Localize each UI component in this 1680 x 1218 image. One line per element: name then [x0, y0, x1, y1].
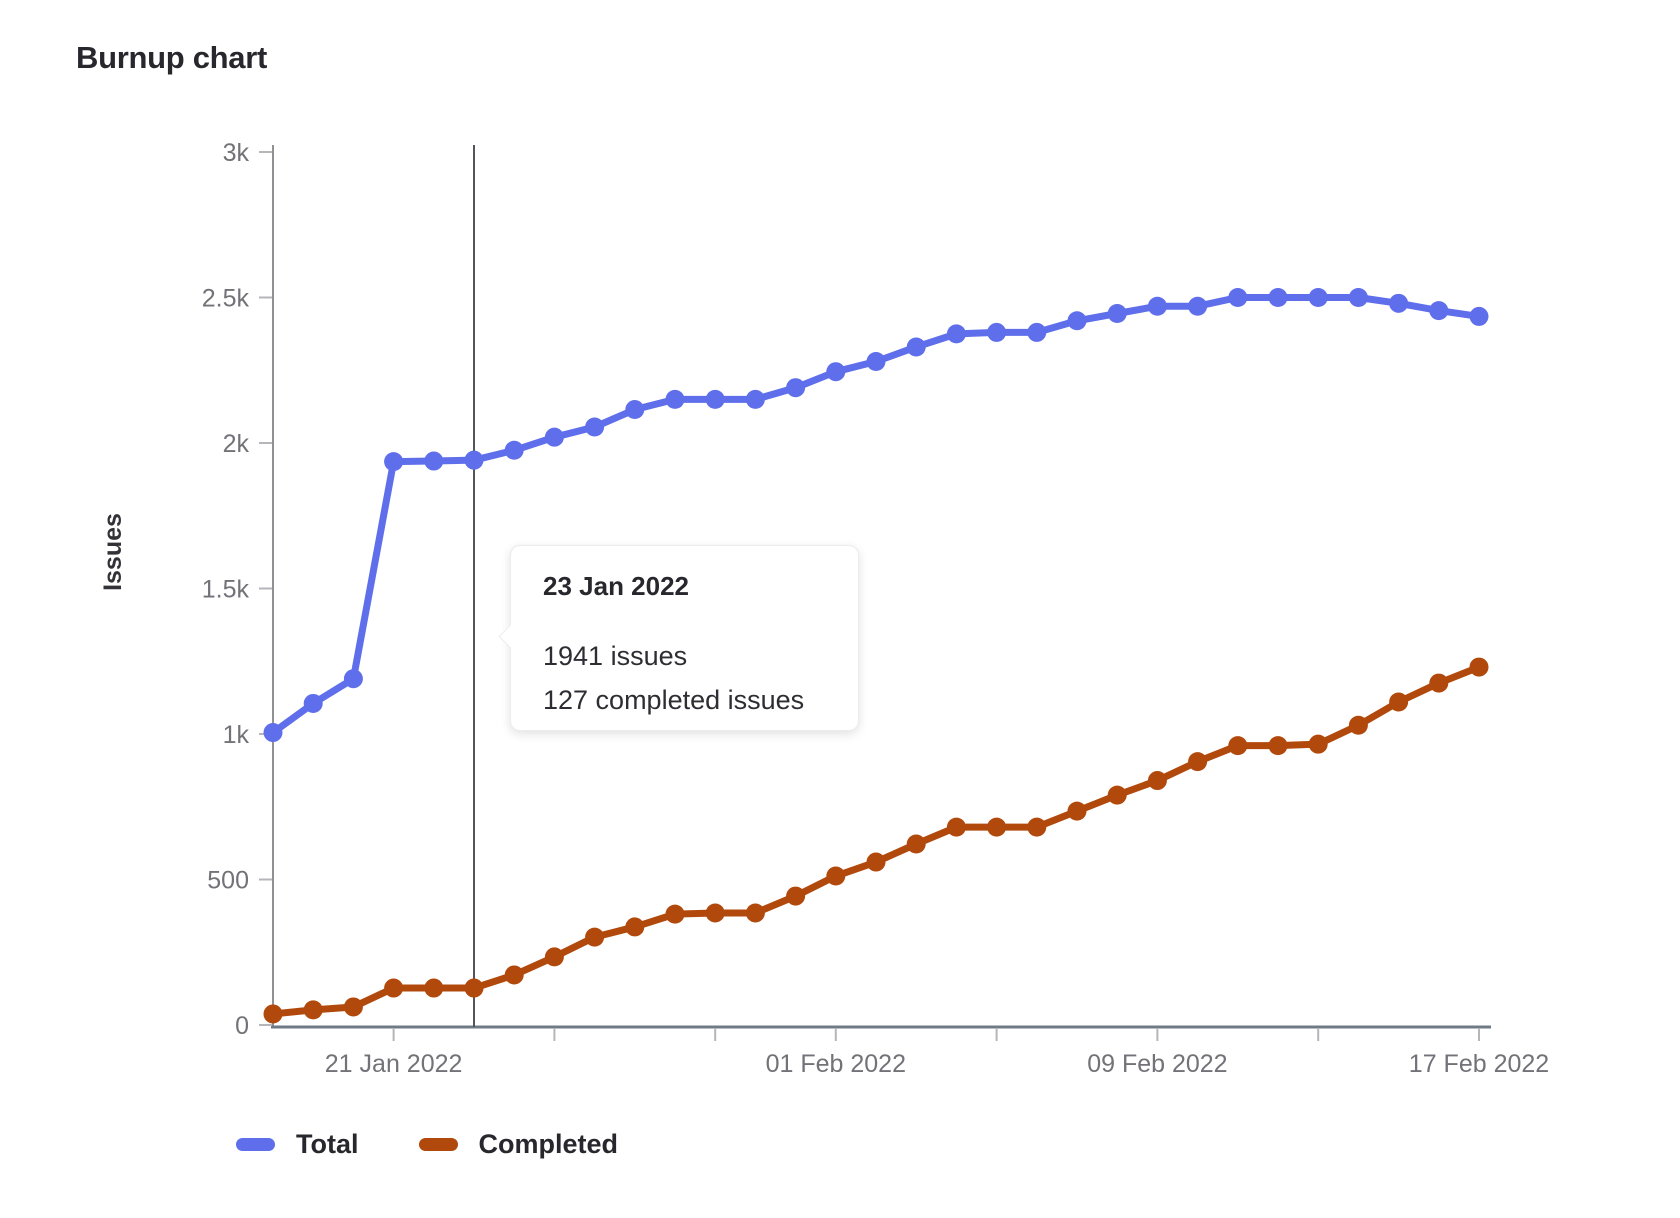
data-point-completed[interactable]	[1348, 715, 1368, 735]
data-point-completed[interactable]	[1107, 785, 1127, 805]
data-point-total[interactable]	[263, 723, 283, 743]
y-tick-label: 1.5k	[202, 576, 250, 604]
y-tick-label: 1k	[223, 721, 250, 749]
legend-swatch-total	[236, 1138, 275, 1151]
chart-tooltip: 23 Jan 2022 1941 issues 127 completed is…	[498, 545, 859, 731]
data-point-completed[interactable]	[504, 965, 524, 985]
data-point-completed[interactable]	[1027, 817, 1047, 837]
data-point-total[interactable]	[665, 389, 685, 409]
data-point-completed[interactable]	[585, 927, 605, 947]
data-point-completed[interactable]	[1147, 771, 1167, 791]
data-point-total[interactable]	[343, 669, 363, 689]
data-point-total[interactable]	[585, 417, 605, 437]
series-line-completed	[269, 663, 1483, 1018]
data-point-completed[interactable]	[625, 917, 645, 937]
data-point-completed[interactable]	[544, 947, 564, 967]
data-point-total[interactable]	[745, 389, 765, 409]
data-point-completed[interactable]	[1188, 752, 1208, 772]
legend-label-total: Total	[296, 1129, 359, 1159]
data-point-total[interactable]	[1188, 296, 1208, 316]
legend-item-total[interactable]: Total	[236, 1129, 359, 1160]
y-tick-label: 3k	[223, 139, 250, 167]
data-point-completed[interactable]	[343, 997, 363, 1017]
data-point-total[interactable]	[987, 322, 1007, 342]
data-point-total[interactable]	[544, 427, 564, 447]
data-point-total[interactable]	[786, 378, 806, 398]
x-tick-label: 21 Jan 2022	[325, 1050, 463, 1078]
data-point-total[interactable]	[1348, 288, 1368, 307]
data-point-completed[interactable]	[1268, 736, 1288, 756]
tooltip-total-issues: 1941 issues	[543, 641, 688, 671]
data-point-total[interactable]	[1228, 288, 1248, 307]
data-point-completed[interactable]	[1228, 736, 1248, 756]
data-point-completed[interactable]	[946, 817, 966, 837]
data-point-total[interactable]	[464, 450, 484, 470]
data-point-total[interactable]	[504, 440, 524, 460]
data-point-total[interactable]	[1469, 306, 1489, 326]
legend-label-completed: Completed	[478, 1129, 619, 1159]
page-title: Burnup chart	[76, 40, 268, 75]
data-point-completed[interactable]	[786, 886, 806, 906]
data-point-completed[interactable]	[665, 904, 685, 924]
data-point-completed[interactable]	[866, 852, 886, 872]
y-axis-title: Issues	[99, 513, 127, 591]
data-point-completed[interactable]	[1067, 801, 1087, 821]
y-tick-label: 500	[207, 867, 249, 895]
data-point-completed[interactable]	[424, 978, 444, 998]
chart-legend: Total Completed	[236, 1129, 618, 1160]
data-point-total[interactable]	[1067, 311, 1087, 331]
legend-item-completed[interactable]: Completed	[418, 1129, 619, 1160]
data-point-total[interactable]	[1027, 322, 1047, 342]
data-point-completed[interactable]	[303, 1000, 323, 1020]
data-point-total[interactable]	[625, 400, 645, 420]
data-point-total[interactable]	[866, 352, 886, 372]
data-point-total[interactable]	[946, 324, 966, 344]
data-point-completed[interactable]	[826, 866, 846, 886]
data-point-total[interactable]	[705, 389, 725, 409]
data-point-total[interactable]	[1429, 301, 1449, 321]
y-tick-label: 2.5k	[202, 285, 250, 313]
tooltip-date: 23 Jan 2022	[543, 571, 690, 601]
x-tick-label: 01 Feb 2022	[766, 1050, 906, 1078]
tooltip-completed-issues: 127 completed issues	[543, 685, 805, 715]
x-tick-label: 09 Feb 2022	[1087, 1050, 1227, 1078]
data-point-total[interactable]	[424, 451, 444, 471]
data-point-completed[interactable]	[705, 903, 725, 923]
y-tick-label: 2k	[223, 430, 250, 458]
data-point-completed[interactable]	[464, 978, 484, 998]
data-point-total[interactable]	[1308, 288, 1328, 307]
x-tick-label: 17 Feb 2022	[1409, 1050, 1549, 1078]
data-point-total[interactable]	[1107, 304, 1127, 324]
data-point-total[interactable]	[906, 337, 926, 357]
data-point-completed[interactable]	[987, 817, 1007, 837]
data-point-total[interactable]	[384, 452, 404, 472]
data-point-total[interactable]	[826, 362, 846, 382]
data-point-completed[interactable]	[1469, 657, 1489, 677]
data-point-completed[interactable]	[384, 978, 404, 998]
data-point-completed[interactable]	[906, 834, 926, 854]
data-point-completed[interactable]	[263, 1004, 283, 1024]
data-point-completed[interactable]	[745, 903, 765, 923]
data-point-total[interactable]	[1389, 293, 1409, 313]
data-point-total[interactable]	[303, 693, 323, 713]
data-point-completed[interactable]	[1308, 734, 1328, 754]
data-point-completed[interactable]	[1429, 673, 1449, 693]
data-point-total[interactable]	[1268, 288, 1288, 307]
data-point-total[interactable]	[1147, 296, 1167, 316]
data-point-completed[interactable]	[1389, 692, 1409, 712]
y-tick-label: 0	[235, 1012, 249, 1040]
legend-swatch-completed	[418, 1138, 458, 1151]
